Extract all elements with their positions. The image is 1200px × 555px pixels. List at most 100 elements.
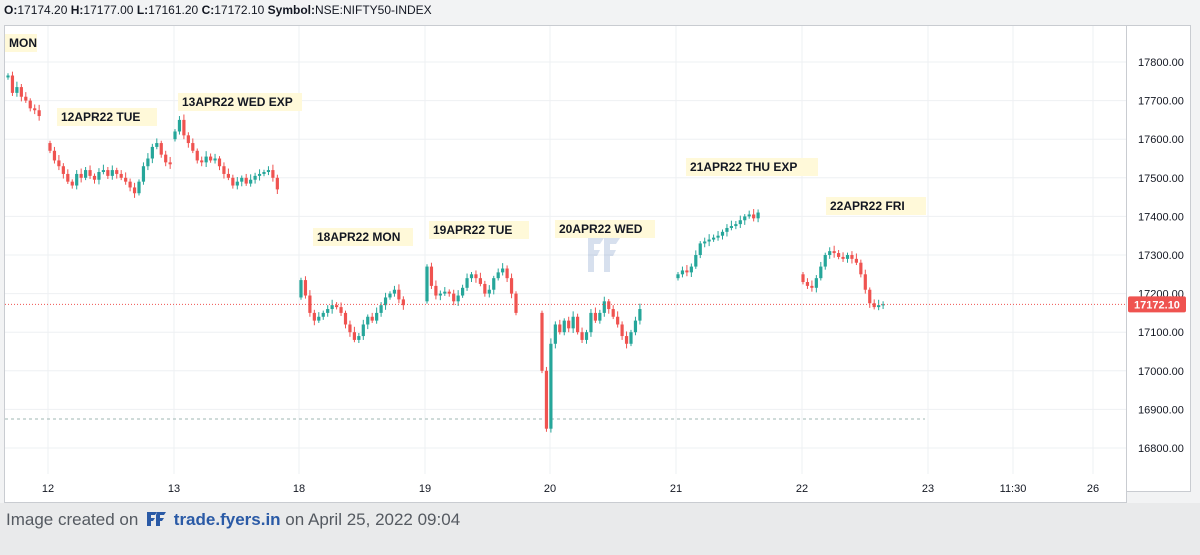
candle-body — [317, 316, 321, 321]
candle-body — [352, 332, 356, 340]
time-tick-label: 23 — [922, 483, 934, 495]
candle-body — [392, 289, 397, 294]
footer: Image created on trade.fyers.in on April… — [6, 510, 460, 530]
candle-body — [146, 158, 150, 167]
candle-body — [814, 278, 818, 288]
candle-body — [859, 262, 863, 275]
candle-body — [877, 305, 881, 308]
candle-body — [720, 231, 725, 236]
candle-body — [756, 212, 760, 219]
candle-body — [119, 173, 123, 178]
price-tick-label: 16800.00 — [1138, 443, 1184, 455]
candle-body — [558, 324, 562, 333]
candle-body — [217, 158, 222, 167]
footer-brand[interactable]: trade.fyers.in — [173, 510, 281, 529]
candle-body — [335, 305, 339, 308]
candle-body — [79, 173, 83, 178]
candle-body — [92, 175, 97, 180]
candle-body — [616, 316, 620, 325]
candlestick-chart[interactable]: 17800.00 17700.00 17600.00 17500.00 17400.00… — [0, 0, 1200, 503]
watermark-logo-icon — [588, 238, 620, 272]
candle-body — [712, 237, 716, 240]
candle-body — [607, 301, 611, 310]
candle-body — [868, 289, 872, 304]
candle-body — [501, 268, 505, 273]
time-axis[interactable] — [4, 475, 1127, 503]
last-price-tag — [1128, 296, 1186, 313]
candle-body — [487, 289, 491, 294]
candle-body — [19, 87, 23, 97]
time-tick-label: 21 — [670, 483, 682, 495]
day-annotation-box — [5, 34, 37, 52]
candle-body — [191, 143, 195, 151]
candle-body — [115, 170, 119, 174]
day-annotation-label: 19APR22 TUE — [433, 223, 512, 237]
day-annotation-box — [686, 158, 818, 176]
candle-body — [244, 177, 248, 184]
candle-body — [66, 173, 70, 182]
candle-body — [747, 214, 751, 217]
candle-body — [734, 224, 738, 227]
candle-body — [249, 179, 253, 184]
low-label: L: — [136, 3, 149, 17]
price-axis[interactable] — [1127, 25, 1191, 492]
candle-body — [101, 170, 105, 173]
candle-body — [213, 158, 217, 161]
symbol-value: NSE:NIFTY50-INDEX — [314, 3, 432, 17]
candle-body — [37, 110, 41, 117]
open-value: 17174.20 — [17, 3, 68, 17]
candle-body — [443, 291, 447, 294]
candle-body — [10, 75, 15, 93]
candle-body — [84, 170, 88, 178]
candle-body — [231, 177, 235, 186]
candle-body — [312, 312, 316, 321]
candle-body — [492, 278, 496, 290]
price-tick-label: 17300.00 — [1138, 250, 1184, 262]
price-tick-label: 17000.00 — [1138, 366, 1184, 378]
candle-body — [168, 162, 172, 165]
candle-body — [195, 150, 199, 161]
candle-body — [465, 278, 469, 288]
candle-body — [611, 309, 615, 317]
candle-body — [159, 143, 163, 155]
candle-body — [204, 156, 208, 163]
candle-body — [186, 135, 190, 144]
candle-body — [447, 291, 451, 294]
candle-body — [375, 312, 379, 321]
candle-body — [698, 243, 702, 255]
candle-body — [456, 295, 460, 302]
candle-body — [434, 285, 438, 296]
candle-body — [689, 266, 693, 273]
day-annotation-box — [178, 93, 302, 111]
candle-body — [752, 214, 756, 219]
candle-body — [580, 332, 584, 340]
fyers-logo-icon — [147, 512, 167, 526]
candle-body — [383, 297, 388, 306]
close-label: C: — [201, 3, 215, 17]
price-tick-label: 17400.00 — [1138, 211, 1184, 223]
candle-body — [124, 177, 128, 182]
candle-body — [348, 324, 352, 333]
candle-body — [357, 336, 361, 340]
candle-body — [620, 324, 624, 337]
ohlc-readout: O:17174.20 H:17177.00 L:17161.20 C:17172… — [4, 3, 432, 17]
close-value: 17172.10 — [214, 3, 265, 17]
candle-body — [110, 170, 114, 176]
candle-body — [262, 172, 266, 174]
candle-body — [343, 312, 348, 325]
time-tick-label: 22 — [796, 483, 808, 495]
candle-body — [75, 173, 79, 186]
candle-body — [509, 278, 514, 294]
price-tick-label: 17800.00 — [1138, 57, 1184, 69]
candle-body — [562, 320, 566, 333]
candle-body — [738, 220, 742, 225]
time-tick-label: 13 — [168, 483, 180, 495]
candle-body — [845, 255, 850, 259]
candle-body — [253, 175, 257, 180]
candle-body — [57, 160, 61, 167]
candle-body — [496, 272, 500, 279]
candle-body — [222, 166, 226, 174]
price-tick-label: 17700.00 — [1138, 96, 1184, 108]
candle-body — [155, 143, 159, 147]
candle-body — [593, 312, 597, 321]
